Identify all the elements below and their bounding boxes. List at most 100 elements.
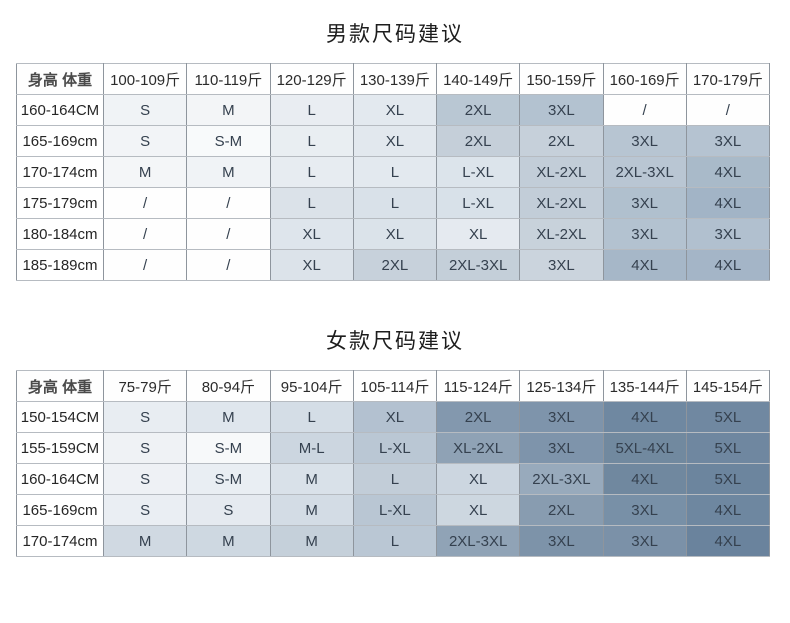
men-size-table-header-row: 身高 体重 100-109斤 110-119斤 120-129斤 130-139斤 140… xyxy=(16,63,771,95)
size-cell: XL xyxy=(435,463,521,495)
size-cell: M xyxy=(102,525,188,557)
size-cell: L-XL xyxy=(435,156,521,188)
size-cell: 3XL xyxy=(519,249,604,281)
size-cell: S-M xyxy=(186,432,271,464)
size-cell: S xyxy=(102,432,188,464)
size-cell: XL xyxy=(352,218,438,250)
height-range-label: 165-169cm xyxy=(16,494,104,526)
height-range-label: 185-189cm xyxy=(16,249,104,281)
height-range-label: 155-159CM xyxy=(16,432,104,464)
weight-range-header: 160-169斤 xyxy=(602,63,687,95)
size-cell: M xyxy=(186,94,271,126)
size-table-row: 160-164CM S S-M M L XL 2XL-3XL 4XL 5XL xyxy=(16,463,771,495)
size-cell: XL-2XL xyxy=(435,432,521,464)
size-cell: XL xyxy=(269,249,354,281)
size-cell: 2XL xyxy=(352,249,438,281)
size-table-row: 185-189cm / / XL 2XL 2XL-3XL 3XL 4XL 4XL xyxy=(16,249,771,281)
size-cell: S-M xyxy=(186,463,271,495)
size-cell: 2XL xyxy=(435,125,521,157)
size-cell: L xyxy=(269,401,354,433)
height-range-label: 180-184cm xyxy=(16,218,104,250)
size-cell: M xyxy=(186,525,271,557)
size-table-row: 165-169cm S S M L-XL XL 2XL 3XL 4XL xyxy=(16,494,771,526)
size-cell: 3XL xyxy=(519,94,604,126)
size-cell: 3XL xyxy=(602,218,687,250)
size-cell: L-XL xyxy=(435,187,521,219)
size-cell: S xyxy=(102,401,188,433)
size-cell: M xyxy=(186,401,271,433)
size-cell: L xyxy=(352,463,438,495)
size-cell: XL xyxy=(352,94,438,126)
size-cell: L xyxy=(352,525,438,557)
men-size-table: 身高 体重 100-109斤 110-119斤 120-129斤 130-139斤 140… xyxy=(16,63,771,281)
size-cell: S-M xyxy=(186,125,271,157)
size-cell: L xyxy=(352,156,438,188)
weight-range-header: 110-119斤 xyxy=(186,63,271,95)
weight-range-header: 95-104斤 xyxy=(269,370,354,402)
size-cell: M xyxy=(269,525,354,557)
size-cell: M xyxy=(186,156,271,188)
size-cell: S xyxy=(102,463,188,495)
size-cell: 4XL xyxy=(602,249,687,281)
size-cell: S xyxy=(102,125,188,157)
size-cell: L-XL xyxy=(352,494,438,526)
height-range-label: 160-164CM xyxy=(16,463,104,495)
weight-range-header: 75-79斤 xyxy=(102,370,188,402)
size-cell: 2XL xyxy=(519,125,604,157)
size-cell: L-XL xyxy=(352,432,438,464)
size-cell: 3XL xyxy=(685,218,771,250)
men-size-chart-title: 男款尺码建议 xyxy=(326,23,464,46)
size-cell: 2XL-3XL xyxy=(435,525,521,557)
size-cell: S xyxy=(102,94,188,126)
size-cell: 5XL-4XL xyxy=(602,432,687,464)
size-cell: / xyxy=(186,249,271,281)
size-cell: 4XL xyxy=(685,156,771,188)
height-range-label: 175-179cm xyxy=(16,187,104,219)
size-table-row: 180-184cm / / XL XL XL XL-2XL 3XL 3XL xyxy=(16,218,771,250)
size-cell: 2XL xyxy=(435,94,521,126)
women-size-table-header-row: 身高 体重 75-79斤 80-94斤 95-104斤 105-114斤 115-124斤… xyxy=(16,370,771,402)
size-cell: 2XL-3XL xyxy=(602,156,687,188)
height-weight-corner-header: 身高 体重 xyxy=(16,370,104,402)
size-cell: 3XL xyxy=(602,525,687,557)
size-cell: 3XL xyxy=(602,494,687,526)
size-cell: M xyxy=(269,463,354,495)
size-cell: 2XL-3XL xyxy=(519,463,604,495)
size-cell: L xyxy=(352,187,438,219)
weight-range-header: 145-154斤 xyxy=(685,370,771,402)
height-range-label: 160-164CM xyxy=(16,94,104,126)
size-cell: L xyxy=(269,187,354,219)
size-cell: XL xyxy=(435,494,521,526)
women-size-chart-title: 女款尺码建议 xyxy=(326,330,464,353)
size-cell: XL-2XL xyxy=(519,218,604,250)
size-cell: 3XL xyxy=(602,125,687,157)
size-cell: 4XL xyxy=(685,494,771,526)
size-cell: 5XL xyxy=(685,401,771,433)
size-cell: 5XL xyxy=(685,432,771,464)
size-cell: / xyxy=(186,218,271,250)
size-cell: / xyxy=(102,249,188,281)
height-range-label: 150-154CM xyxy=(16,401,104,433)
size-cell: XL-2XL xyxy=(519,156,604,188)
height-range-label: 170-174cm xyxy=(16,156,104,188)
size-table-row: 165-169cm S S-M L XL 2XL 2XL 3XL 3XL xyxy=(16,125,771,157)
size-table-row: 150-154CM S M L XL 2XL 3XL 4XL 5XL xyxy=(16,401,771,433)
weight-range-header: 120-129斤 xyxy=(269,63,354,95)
weight-range-header: 140-149斤 xyxy=(435,63,521,95)
size-table-row: 155-159CM S S-M M-L L-XL XL-2XL 3XL 5XL-4XL 5XL xyxy=(16,432,771,464)
size-table-row: 175-179cm / / L L L-XL XL-2XL 3XL 4XL xyxy=(16,187,771,219)
size-cell: XL xyxy=(352,401,438,433)
size-cell: 3XL xyxy=(519,401,604,433)
size-cell: / xyxy=(685,94,771,126)
weight-range-header: 125-134斤 xyxy=(519,370,604,402)
size-table-row: 170-174cm M M M L 2XL-3XL 3XL 3XL 4XL xyxy=(16,525,771,557)
size-cell: XL xyxy=(352,125,438,157)
weight-range-header: 100-109斤 xyxy=(102,63,188,95)
size-cell: L xyxy=(269,125,354,157)
weight-range-header: 170-179斤 xyxy=(685,63,771,95)
weight-range-header: 150-159斤 xyxy=(519,63,604,95)
size-cell: 2XL xyxy=(435,401,521,433)
height-weight-corner-header: 身高 体重 xyxy=(16,63,104,95)
size-cell: 3XL xyxy=(685,125,771,157)
